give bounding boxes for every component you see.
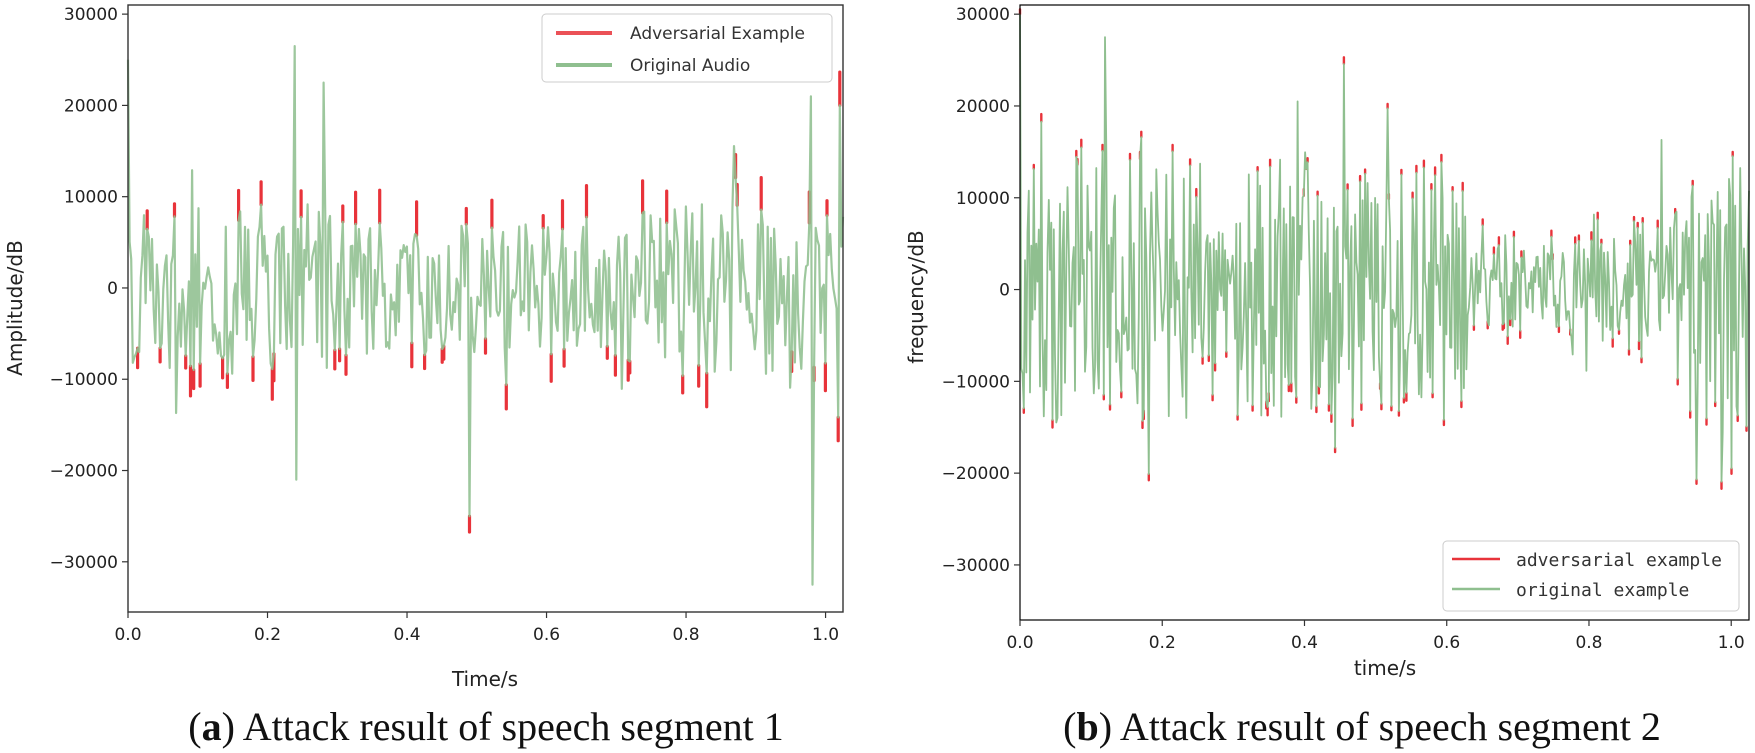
a-ytick-label: −20000 [50, 462, 118, 482]
panel-b-caption: (b) Attack result of speech segment 2 [1063, 704, 1661, 749]
a-xtick-label: 0.8 [673, 625, 700, 645]
a-ytick-label: −30000 [50, 553, 118, 573]
panel-a-plot-area [126, 45, 845, 586]
b-xtick-label: 0.8 [1575, 633, 1602, 653]
a-xtick-label: 0.0 [114, 625, 141, 645]
b-ytick-label: −30000 [942, 556, 1010, 576]
a-ytick-label: 20000 [64, 96, 118, 116]
panel-a-y-ticks: 30000 20000 10000 0 −10000 −20000 −30000 [50, 5, 128, 573]
panel-b-y-ticks: 30000 20000 10000 0 −10000 −20000 −30000 [942, 5, 1020, 576]
a-ytick-label: 10000 [64, 188, 118, 208]
b-ytick-label: −10000 [942, 372, 1010, 392]
b-ytick-label: 20000 [956, 97, 1010, 117]
b-xtick-label: 0.4 [1291, 633, 1318, 653]
a-xtick-label: 1.0 [812, 625, 839, 645]
b-xtick-label: 0.2 [1149, 633, 1176, 653]
panel-b-legend: adversarial example original example [1442, 540, 1740, 612]
panel-b-legend-label-original: original example [1516, 580, 1689, 601]
panel-a-y-axis-label: Amplitude/dB [3, 240, 27, 376]
panel-b-x-axis-label: time/s [1354, 656, 1416, 680]
b-xtick-label: 0.6 [1433, 633, 1460, 653]
b-xtick-label: 1.0 [1718, 633, 1745, 653]
a-series-original-audio [126, 45, 845, 586]
panel-a-legend: Adversarial Example Original Audio [541, 13, 833, 83]
panel-a-frame [127, 4, 844, 613]
panel-b-x-ticks: 0.0 0.2 0.4 0.6 0.8 1.0 [1006, 620, 1745, 653]
panel-b-legend-box [1442, 540, 1740, 612]
b-series-original-example [1019, 14, 1750, 483]
a-xtick-label: 0.2 [254, 625, 281, 645]
a-xtick-label: 0.4 [394, 625, 421, 645]
panel-a-x-axis-label: Time/s [451, 667, 518, 691]
b-ytick-label: 0 [999, 281, 1010, 301]
panel-a-legend-box [541, 13, 833, 83]
b-ytick-label: 10000 [956, 189, 1010, 209]
panel-a-legend-label-adversarial: Adversarial Example [630, 24, 805, 44]
panel-a-caption: (a) Attack result of speech segment 1 [188, 704, 783, 749]
a-ytick-label: 30000 [64, 5, 118, 25]
b-ytick-label: −20000 [942, 464, 1010, 484]
b-ytick-label: 30000 [956, 5, 1010, 25]
panel-a-x-ticks: 0.0 0.2 0.4 0.6 0.8 1.0 [114, 612, 839, 645]
panel-b-frame [1019, 4, 1750, 621]
panel-b-legend-label-adversarial: adversarial example [1516, 550, 1722, 571]
panel-a-legend-label-original: Original Audio [630, 56, 750, 76]
a-ytick-label: −10000 [50, 370, 118, 390]
a-xtick-label: 0.6 [533, 625, 560, 645]
b-xtick-label: 0.0 [1006, 633, 1033, 653]
panel-b-y-axis-label: frequency/dB [904, 230, 928, 363]
a-ytick-label: 0 [107, 279, 118, 299]
